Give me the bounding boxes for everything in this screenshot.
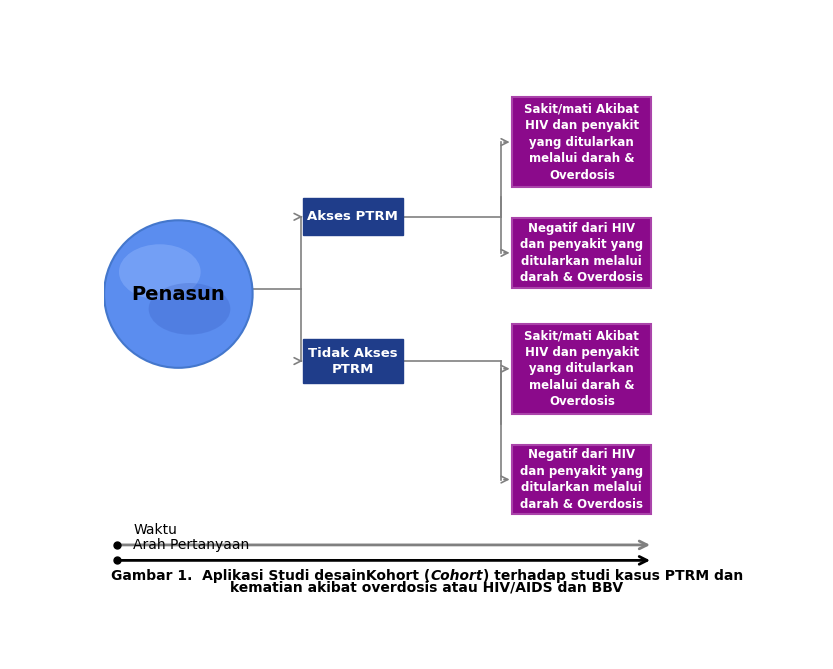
Text: Cohort: Cohort xyxy=(430,569,482,583)
Text: ) terhadap studi kasus PTRM dan: ) terhadap studi kasus PTRM dan xyxy=(482,569,743,583)
FancyBboxPatch shape xyxy=(512,324,651,414)
Ellipse shape xyxy=(119,244,201,300)
Text: Tidak Akses
PTRM: Tidak Akses PTRM xyxy=(308,347,397,375)
Text: Negatif dari HIV
dan penyakit yang
ditularkan melalui
darah & Overdosis: Negatif dari HIV dan penyakit yang ditul… xyxy=(521,448,643,510)
Text: Sakit/mati Akibat
HIV dan penyakit
yang ditularkan
melalui darah &
Overdosis: Sakit/mati Akibat HIV dan penyakit yang … xyxy=(525,102,639,181)
FancyBboxPatch shape xyxy=(302,198,402,235)
FancyBboxPatch shape xyxy=(512,445,651,514)
Text: kematian akibat overdosis atau HIV/AIDS dan BBV: kematian akibat overdosis atau HIV/AIDS … xyxy=(231,580,623,594)
Text: Negatif dari HIV
dan penyakit yang
ditularkan melalui
darah & Overdosis: Negatif dari HIV dan penyakit yang ditul… xyxy=(521,221,643,284)
Text: Arah Pertanyaan: Arah Pertanyaan xyxy=(133,538,249,552)
FancyBboxPatch shape xyxy=(512,97,651,187)
FancyBboxPatch shape xyxy=(302,339,402,383)
Ellipse shape xyxy=(148,283,231,334)
Text: Waktu: Waktu xyxy=(133,522,177,537)
Text: Gambar 1.  Aplikasi Studi desainKohort (: Gambar 1. Aplikasi Studi desainKohort ( xyxy=(111,569,430,583)
Text: Sakit/mati Akibat
HIV dan penyakit
yang ditularkan
melalui darah &
Overdosis: Sakit/mati Akibat HIV dan penyakit yang … xyxy=(525,329,639,408)
FancyBboxPatch shape xyxy=(512,218,651,288)
Ellipse shape xyxy=(104,220,252,368)
Text: Penasun: Penasun xyxy=(132,284,225,304)
Text: Akses PTRM: Akses PTRM xyxy=(307,210,398,223)
